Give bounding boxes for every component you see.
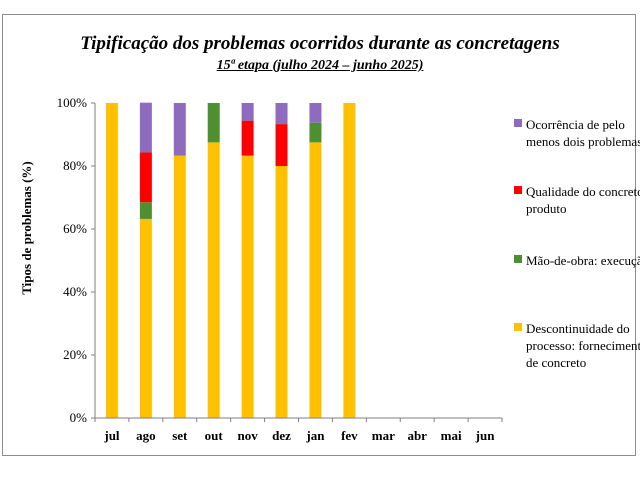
legend-swatch-3 — [514, 119, 522, 127]
x-tick-label-fev: fev — [341, 428, 358, 443]
bar-ago-series-2 — [139, 152, 152, 203]
bar-set-series-3 — [173, 103, 186, 156]
bar-dez-series-0 — [275, 166, 288, 418]
bar-out-series-1 — [207, 103, 220, 143]
x-tick-label-ago: ago — [136, 428, 156, 443]
legend-swatch-1 — [514, 255, 522, 263]
y-tick-label-60: 60% — [63, 221, 87, 236]
x-tick-label-out: out — [205, 428, 224, 443]
x-tick-label-set: set — [172, 428, 188, 443]
x-tick-label-nov: nov — [238, 428, 259, 443]
bar-dez-series-2 — [275, 124, 288, 166]
bar-ago-series-3 — [139, 102, 152, 153]
x-tick-label-jun: jun — [475, 428, 496, 443]
bar-ago-series-0 — [139, 218, 152, 418]
y-tick-label-80: 80% — [63, 158, 87, 173]
legend-swatch-2 — [514, 186, 522, 194]
bar-jan-series-3 — [309, 103, 322, 123]
x-tick-label-mar: mar — [372, 428, 395, 443]
x-tick-label-abr: abr — [407, 428, 427, 443]
bar-ago-series-1 — [139, 202, 152, 219]
legend-label-2: Qualidade do concreto: produto — [526, 184, 640, 216]
y-tick-label-20: 20% — [63, 347, 87, 362]
y-tick-label-40: 40% — [63, 284, 87, 299]
x-tick-label-dez: dez — [272, 428, 291, 443]
chart-title: Tipificação dos problemas ocorridos dura… — [80, 33, 560, 54]
bar-nov-series-3 — [241, 103, 254, 121]
bar-dez-series-3 — [275, 103, 288, 125]
bar-fev-series-0 — [343, 103, 356, 418]
bar-jan-series-1 — [309, 122, 322, 143]
chart-frame — [2, 14, 636, 456]
y-tick-label-100: 100% — [57, 95, 88, 110]
y-tick-label-0: 0% — [70, 410, 88, 425]
bar-jan-series-0 — [309, 142, 322, 418]
legend-label-1: Mão-de-obra: execução — [526, 253, 640, 268]
x-tick-label-mai: mai — [441, 428, 462, 443]
chart-subtitle: 15ª etapa (julho 2024 – junho 2025) — [216, 58, 424, 73]
bar-nov-series-0 — [241, 155, 254, 419]
legend-label-3: Ocorrência de pelo menos dois problemas — [526, 117, 640, 149]
x-tick-label-jul: jul — [103, 428, 120, 443]
bar-out-series-0 — [207, 142, 220, 418]
bar-jul-series-0 — [105, 103, 118, 418]
legend-label-0: Descontinuidade do processo: forneciment… — [526, 321, 640, 370]
bar-set-series-0 — [173, 155, 186, 419]
bar-nov-series-2 — [241, 120, 254, 156]
legend-swatch-0 — [514, 323, 522, 331]
x-tick-label-jan: jan — [305, 428, 325, 443]
